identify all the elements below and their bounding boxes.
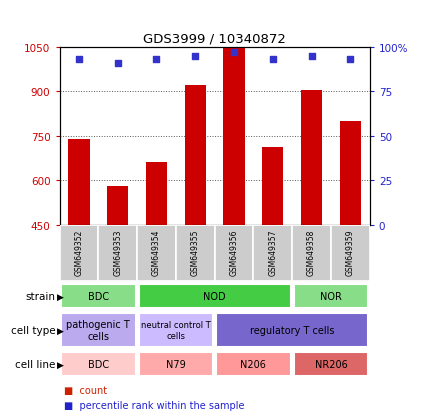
Text: ▶: ▶ [57,292,64,301]
Text: ▶: ▶ [57,360,64,369]
Bar [216,314,368,347]
Text: NR206: NR206 [314,359,347,370]
Text: GSM649356: GSM649356 [230,229,238,275]
Bar [294,352,368,377]
Text: GSM649359: GSM649359 [346,229,355,275]
Bar [184,86,206,225]
Bar [292,225,331,281]
Bar [176,225,215,281]
Bar [294,284,368,309]
Point [308,53,315,60]
Bar [107,187,128,225]
Bar [146,163,167,225]
Text: neutral control T
cells: neutral control T cells [141,321,211,340]
Text: cell type: cell type [11,325,55,335]
Text: pathogenic T
cells: pathogenic T cells [66,320,130,341]
Text: ▶: ▶ [57,326,64,335]
Point [347,57,354,63]
Bar [301,90,322,225]
Bar [137,225,176,281]
Bar [262,148,283,225]
Bar [216,352,291,377]
Text: GSM649358: GSM649358 [307,229,316,275]
Text: BDC: BDC [88,291,109,301]
Text: strain: strain [25,291,55,301]
Title: GDS3999 / 10340872: GDS3999 / 10340872 [143,32,286,45]
Text: GSM649352: GSM649352 [74,229,83,275]
Bar [139,352,213,377]
Bar [331,225,370,281]
Bar [98,225,137,281]
Text: N79: N79 [166,359,186,370]
Point [269,57,276,63]
Bar [60,225,98,281]
Bar [61,314,136,347]
Bar [139,284,291,309]
Text: N206: N206 [241,359,266,370]
Bar [224,49,245,225]
Point [114,60,121,67]
Text: GSM649353: GSM649353 [113,229,122,275]
Point [192,53,198,60]
Text: ■  count: ■ count [64,385,107,395]
Text: GSM649355: GSM649355 [191,229,200,275]
Bar [61,284,136,309]
Text: NOD: NOD [203,291,226,301]
Point [231,50,238,56]
Point [76,57,82,63]
Bar [340,121,361,225]
Bar [253,225,292,281]
Text: BDC: BDC [88,359,109,370]
Bar [61,352,136,377]
Text: cell line: cell line [15,359,55,370]
Bar [68,139,90,225]
Text: ■  percentile rank within the sample: ■ percentile rank within the sample [64,399,244,410]
Bar [139,314,213,347]
Point [153,57,160,63]
Text: GSM649357: GSM649357 [268,229,277,275]
Bar [215,225,253,281]
Text: NOR: NOR [320,291,342,301]
Text: GSM649354: GSM649354 [152,229,161,275]
Text: regulatory T cells: regulatory T cells [250,325,334,335]
